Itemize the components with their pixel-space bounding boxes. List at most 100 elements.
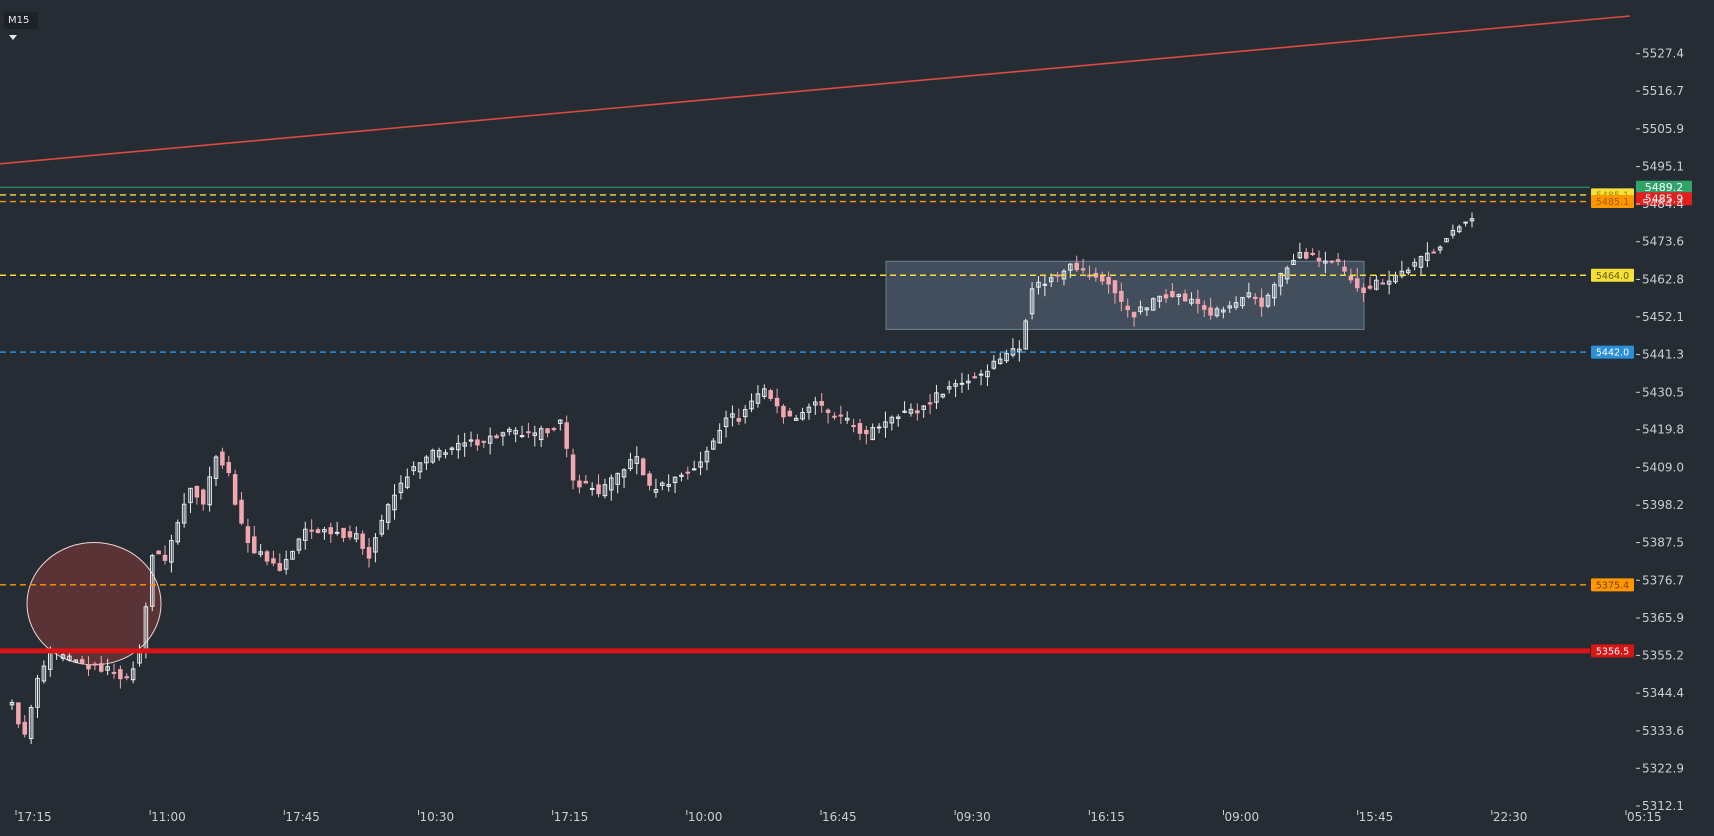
- candle: [1182, 289, 1188, 302]
- candle: [1023, 318, 1028, 350]
- candle-body: [825, 409, 831, 414]
- candle: [825, 408, 831, 424]
- candle: [456, 434, 461, 459]
- candle-body: [417, 462, 423, 473]
- y-tick: 5398.2: [1636, 498, 1684, 512]
- candle: [1450, 224, 1456, 239]
- candle: [303, 521, 308, 550]
- candle-body: [487, 435, 493, 444]
- candle: [417, 462, 423, 480]
- candle-body: [456, 442, 461, 451]
- candle-body: [405, 476, 410, 488]
- candle-body: [169, 540, 174, 563]
- candle: [1227, 301, 1232, 313]
- candle-body: [634, 456, 640, 464]
- candle: [149, 553, 155, 612]
- candle-body: [207, 476, 212, 506]
- candle: [526, 422, 531, 438]
- candle-body: [28, 707, 34, 740]
- level-badge: [1591, 578, 1634, 592]
- candle: [1367, 276, 1373, 290]
- candle: [1201, 300, 1207, 318]
- candle: [98, 655, 104, 673]
- y-tick-label: 5365.9: [1642, 611, 1684, 625]
- candle: [1265, 292, 1271, 309]
- x-tick: 05:15: [1625, 810, 1662, 824]
- candle: [360, 530, 365, 555]
- candle-body: [1374, 279, 1379, 290]
- candle-body: [475, 439, 480, 446]
- candle: [787, 407, 793, 417]
- price-level: 5442.0: [0, 345, 1634, 359]
- y-tick-label: 5419.8: [1642, 423, 1684, 437]
- x-tick-label: 11:00: [151, 810, 186, 824]
- price-level: 5356.5: [0, 644, 1634, 657]
- candle-body: [1310, 252, 1315, 255]
- candle: [169, 534, 174, 573]
- candle-body: [290, 550, 295, 560]
- candle: [443, 449, 448, 459]
- candle: [615, 472, 620, 494]
- range-box: [885, 260, 1365, 330]
- x-tick-label: 16:15: [1090, 810, 1125, 824]
- candle-body: [79, 659, 85, 664]
- candle: [1150, 297, 1156, 311]
- candle: [252, 525, 257, 555]
- candle-body: [1323, 260, 1328, 264]
- candle: [596, 474, 601, 498]
- candle: [162, 545, 168, 565]
- candle-body: [252, 536, 257, 554]
- price-axis[interactable]: 5527.4 5516.7 5505.9 5495.1 5484.4 5473.6 5462…: [1636, 47, 1684, 813]
- candle-body: [915, 410, 920, 414]
- candle-body: [615, 472, 620, 485]
- candle: [1195, 289, 1201, 314]
- candle-body: [92, 663, 98, 666]
- candle-body: [768, 390, 773, 399]
- candle: [22, 715, 28, 738]
- candle-body: [609, 477, 614, 491]
- timeframe-selector[interactable]: M15: [4, 12, 38, 40]
- candle: [277, 553, 283, 572]
- candle-body: [1469, 218, 1475, 222]
- candle: [1316, 250, 1322, 268]
- candle: [1303, 248, 1309, 260]
- candle-body: [1176, 294, 1181, 297]
- candle: [857, 418, 863, 441]
- candle: [628, 452, 633, 472]
- candle-body: [538, 428, 544, 441]
- candle: [519, 425, 525, 439]
- candle: [1240, 297, 1245, 309]
- candle: [1380, 279, 1386, 285]
- candle-body: [1170, 291, 1175, 298]
- time-axis[interactable]: 17:15 11:00 17:45 10:30 17:15 10:00 16:45 09:30…: [15, 810, 1662, 824]
- candle-body: [1125, 305, 1130, 311]
- candle-body: [870, 427, 875, 441]
- y-tick: 5365.9: [1636, 611, 1684, 625]
- candle-body: [564, 422, 569, 449]
- candle-body: [1112, 280, 1118, 294]
- candle-body: [1023, 320, 1028, 350]
- candle-body: [1335, 259, 1341, 262]
- candle-body: [392, 494, 397, 511]
- candle-body: [360, 533, 365, 549]
- candle-body: [589, 487, 595, 490]
- timeframe-label: M15: [8, 15, 30, 26]
- candle-body: [653, 488, 659, 493]
- candle: [1036, 275, 1041, 295]
- candle: [366, 537, 372, 568]
- candle-body: [1354, 278, 1360, 289]
- candle-body: [1450, 229, 1456, 236]
- x-tick: 15:45: [1357, 810, 1393, 824]
- candle: [1010, 338, 1016, 358]
- x-tick: 11:00: [149, 810, 186, 824]
- candle-body: [181, 503, 187, 524]
- candle: [889, 415, 895, 431]
- candle: [717, 423, 722, 444]
- candle: [1106, 271, 1111, 294]
- candle: [430, 448, 436, 464]
- candle: [207, 466, 212, 512]
- candle: [1393, 271, 1398, 285]
- candle: [723, 410, 729, 438]
- candle: [1405, 267, 1411, 276]
